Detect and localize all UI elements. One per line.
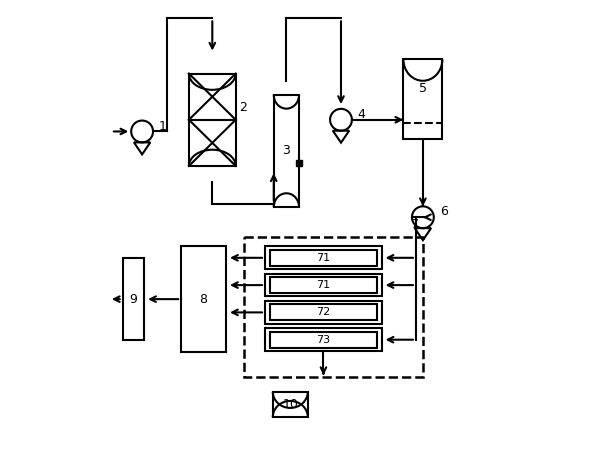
Bar [265,247,382,269]
Text: 71: 71 [316,253,330,263]
Bar [189,74,236,166]
Text: 6: 6 [440,205,448,218]
Text: 10: 10 [282,398,298,411]
Bar [269,277,378,293]
Text: 2: 2 [240,101,248,114]
Text: 9: 9 [129,293,137,306]
Text: 71: 71 [316,280,330,290]
Text: 7: 7 [411,218,419,231]
Bar [273,391,308,417]
Bar [243,237,423,377]
Bar [123,258,144,340]
Bar [269,250,378,266]
Bar [269,305,378,321]
Bar [265,328,382,351]
Bar [265,274,382,296]
Text: 3: 3 [283,144,291,158]
Bar [274,95,299,207]
Text: 72: 72 [316,307,330,317]
Bar [269,332,378,348]
Text: 8: 8 [199,293,208,306]
Text: 4: 4 [358,108,365,121]
Bar [181,247,226,352]
Text: 73: 73 [316,335,330,345]
Bar [403,59,442,139]
Bar [265,301,382,324]
Text: 1: 1 [159,119,167,133]
Text: 5: 5 [419,82,427,95]
